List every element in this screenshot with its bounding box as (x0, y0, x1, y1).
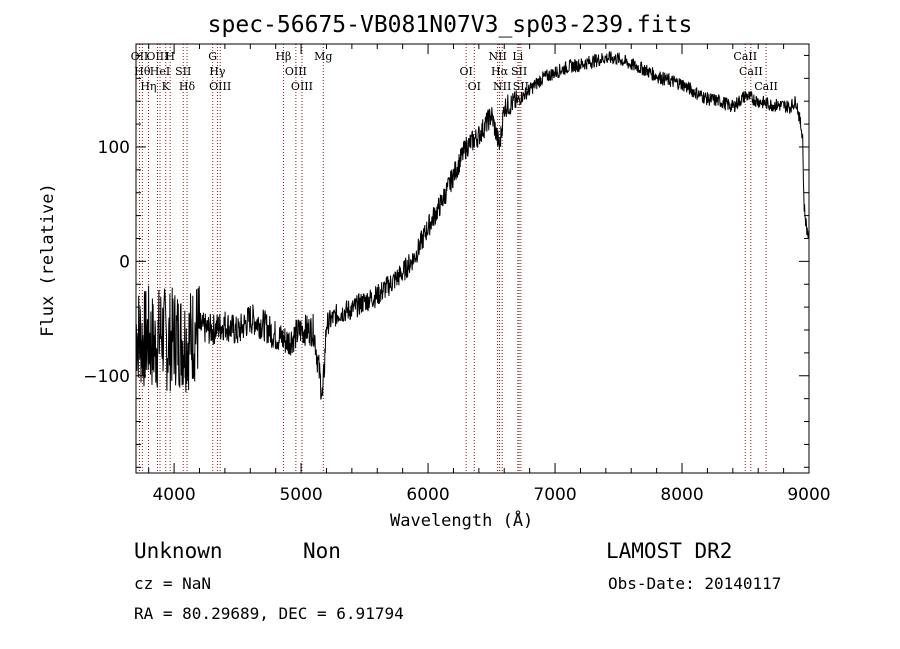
y-tick-label: −100 (83, 367, 130, 387)
line-label: CaII (754, 80, 778, 93)
spectrum-series (135, 51, 810, 400)
line-label: CaII (739, 65, 763, 78)
x-tick-label: 5000 (279, 485, 322, 505)
redshift-cz: cz = NaN (134, 574, 212, 593)
x-axis-label: Wavelength (Å) (390, 511, 534, 531)
line-label: Mg (314, 50, 332, 63)
object-class: Unknown (134, 539, 223, 563)
line-label: OIII (285, 65, 307, 78)
line-label: K (162, 80, 171, 93)
line-label: CaII (733, 50, 757, 63)
x-tick-label: 8000 (660, 485, 703, 505)
line-label: NII (493, 80, 511, 93)
line-label: OI (459, 65, 472, 78)
x-tick-label: 4000 (152, 485, 195, 505)
line-label: NII (488, 50, 506, 63)
line-label: OIII (291, 80, 313, 93)
line-label: Hη (140, 80, 156, 93)
plot-frame (135, 43, 810, 474)
line-label: OIII (146, 50, 168, 63)
y-tick-label: 100 (98, 138, 130, 158)
y-axis-label: Flux (relative) (38, 183, 58, 337)
line-label: Hα (491, 65, 509, 78)
line-label: Hθ (134, 65, 151, 78)
axis-ticks (136, 44, 810, 473)
chart-title: spec-56675-VB081N07V3_sp03-239.fits (207, 12, 693, 38)
line-label: Hδ (179, 80, 196, 93)
survey-name: LAMOST DR2 (606, 539, 733, 563)
line-label: G (208, 50, 217, 63)
spectral-line-labels: OIIHθHηOIIIHeIKHSIIHδGHγOIIIHβOIIIOIIIMg… (131, 50, 778, 93)
y-tick-label: 0 (119, 252, 130, 272)
line-label: OIII (209, 80, 231, 93)
object-subclass: Non (303, 539, 341, 563)
line-label: H (165, 50, 175, 63)
line-label: Hβ (275, 50, 291, 63)
axis-tick-labels: 4000 5000 6000 7000 8000 9000 −100 0 100 (83, 138, 830, 505)
line-label: Hγ (209, 65, 226, 78)
x-tick-label: 6000 (406, 485, 449, 505)
line-label: SII (511, 65, 527, 78)
line-label: Li (512, 50, 523, 63)
x-tick-label: 7000 (533, 485, 576, 505)
line-label: OII (131, 50, 149, 63)
line-label: OI (468, 80, 481, 93)
line-label: SII (175, 65, 191, 78)
x-tick-label: 9000 (787, 485, 830, 505)
ra-dec-coordinates: RA = 80.29689, DEC = 6.91794 (134, 604, 404, 623)
spectral-line-markers (138, 44, 767, 473)
line-label: HeI (150, 65, 170, 78)
observation-date: Obs-Date: 20140117 (608, 574, 782, 593)
